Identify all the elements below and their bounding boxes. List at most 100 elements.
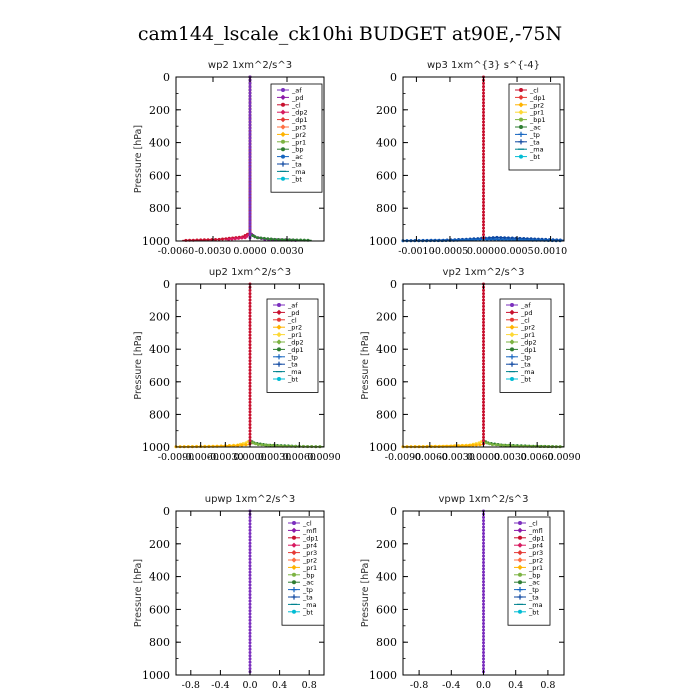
series-markers-1: [248, 509, 252, 674]
y-tick-label: 800: [149, 202, 170, 215]
legend-swatch-marker: [281, 147, 285, 152]
legend-label: _pd: [287, 309, 300, 317]
legend-label: _pr2: [528, 557, 543, 565]
data-point: [248, 573, 252, 577]
legend-label: _tp: [302, 586, 313, 594]
y-tick-label: 200: [149, 311, 170, 324]
data-point: [248, 292, 252, 296]
y-tick-label: 0: [163, 71, 170, 84]
legend-swatch-marker: [509, 354, 515, 360]
data-point: [248, 298, 252, 302]
legend-swatch-marker: [292, 580, 296, 585]
series-markers-1: [482, 509, 485, 674]
legend-item: _ac: [514, 579, 540, 587]
y-tick-label: 800: [376, 202, 397, 215]
data-point: [260, 443, 264, 447]
data-point: [266, 237, 270, 241]
legend-item: _dp1: [288, 534, 319, 542]
data-point: [248, 589, 252, 593]
figure-title: cam144_lscale_ck10hi BUDGET at90E,-75N: [138, 23, 562, 45]
legend-item: _ta: [515, 138, 540, 146]
data-point: [248, 149, 252, 153]
data-point: [248, 136, 252, 140]
legend-label: _cl: [291, 101, 301, 109]
data-point: [482, 641, 485, 645]
data-point: [482, 544, 485, 548]
data-point: [248, 324, 252, 327]
legend-swatch-marker: [276, 339, 282, 345]
legend-item: _bp: [288, 571, 315, 579]
data-point: [467, 444, 471, 447]
legend-item: _bt: [288, 608, 313, 616]
data-point: [482, 217, 485, 220]
legend-label: _bp1: [529, 116, 546, 124]
data-point: [227, 237, 231, 241]
data-point: [262, 236, 266, 240]
legend-item: _pr2: [288, 557, 317, 565]
data-point: [494, 443, 498, 447]
data-point: [493, 238, 497, 241]
chart-panel-2: wp3 1xm^{3} s^{-4}02004006008001000-0.00…: [369, 60, 567, 257]
data-point: [248, 343, 252, 347]
y-tick-label: 0: [390, 278, 397, 291]
data-point: [474, 238, 478, 242]
data-point: [248, 133, 252, 137]
data-point: [482, 91, 485, 95]
data-point: [248, 333, 252, 337]
data-point: [248, 340, 252, 343]
legend-swatch-marker: [280, 124, 286, 130]
data-point: [482, 554, 485, 558]
y-axis-label: Pressure [hPa]: [133, 125, 144, 193]
x-tick-label: -0.0005: [432, 246, 468, 257]
legend-label: _cl: [529, 87, 539, 95]
data-point: [251, 234, 254, 237]
panel-title: vpwp 1xm^2/s^3: [438, 494, 528, 505]
legend-label: _ma: [528, 601, 543, 609]
legend-item: _ma: [514, 601, 543, 609]
legend-swatch-marker: [517, 542, 523, 548]
data-point: [482, 117, 485, 121]
x-tick-label: 0.0060: [283, 452, 316, 463]
legend-label: _dp1: [529, 94, 546, 102]
legend-label: _dp1: [291, 116, 308, 124]
data-point: [482, 551, 485, 555]
data-point: [508, 238, 512, 242]
legend-item: _ma: [277, 168, 306, 176]
legend-label: _dp1: [520, 346, 537, 354]
data-point: [478, 238, 482, 241]
legend-item: _mfl: [288, 527, 317, 535]
data-point: [482, 622, 485, 625]
legend-item: _cl: [515, 87, 539, 95]
data-point: [248, 130, 252, 134]
data-point: [248, 391, 252, 395]
legend-label: _pr1: [291, 138, 306, 146]
legend-item: _pr2: [277, 131, 306, 139]
legend-item: _cl: [514, 520, 538, 528]
legend-label: _bt: [302, 608, 313, 616]
y-tick-label: 200: [376, 311, 397, 324]
data-point: [482, 609, 485, 613]
data-point: [248, 567, 252, 571]
data-point: [248, 117, 252, 121]
data-point: [248, 413, 252, 417]
data-point: [482, 188, 485, 191]
data-point: [248, 416, 252, 420]
data-point: [255, 236, 259, 240]
x-tick-label: 0.0000: [233, 246, 266, 257]
y-tick-label: 1000: [142, 235, 170, 248]
legend-item: _pr1: [514, 564, 543, 572]
data-point: [482, 532, 485, 535]
legend-label: _pr4: [528, 542, 543, 550]
data-point: [482, 439, 485, 443]
legend-label: _ac: [529, 124, 541, 132]
data-point: [482, 133, 485, 137]
legend-label: _pr1: [529, 109, 544, 117]
data-point: [482, 123, 485, 127]
legend-swatch-marker: [292, 572, 296, 577]
legend-label: _af: [287, 302, 298, 310]
series-markers-2: [401, 443, 482, 449]
legend-swatch-marker: [277, 377, 281, 381]
data-point: [248, 88, 252, 92]
panel-title: upwp 1xm^2/s^3: [205, 494, 295, 505]
data-point: [248, 384, 252, 388]
